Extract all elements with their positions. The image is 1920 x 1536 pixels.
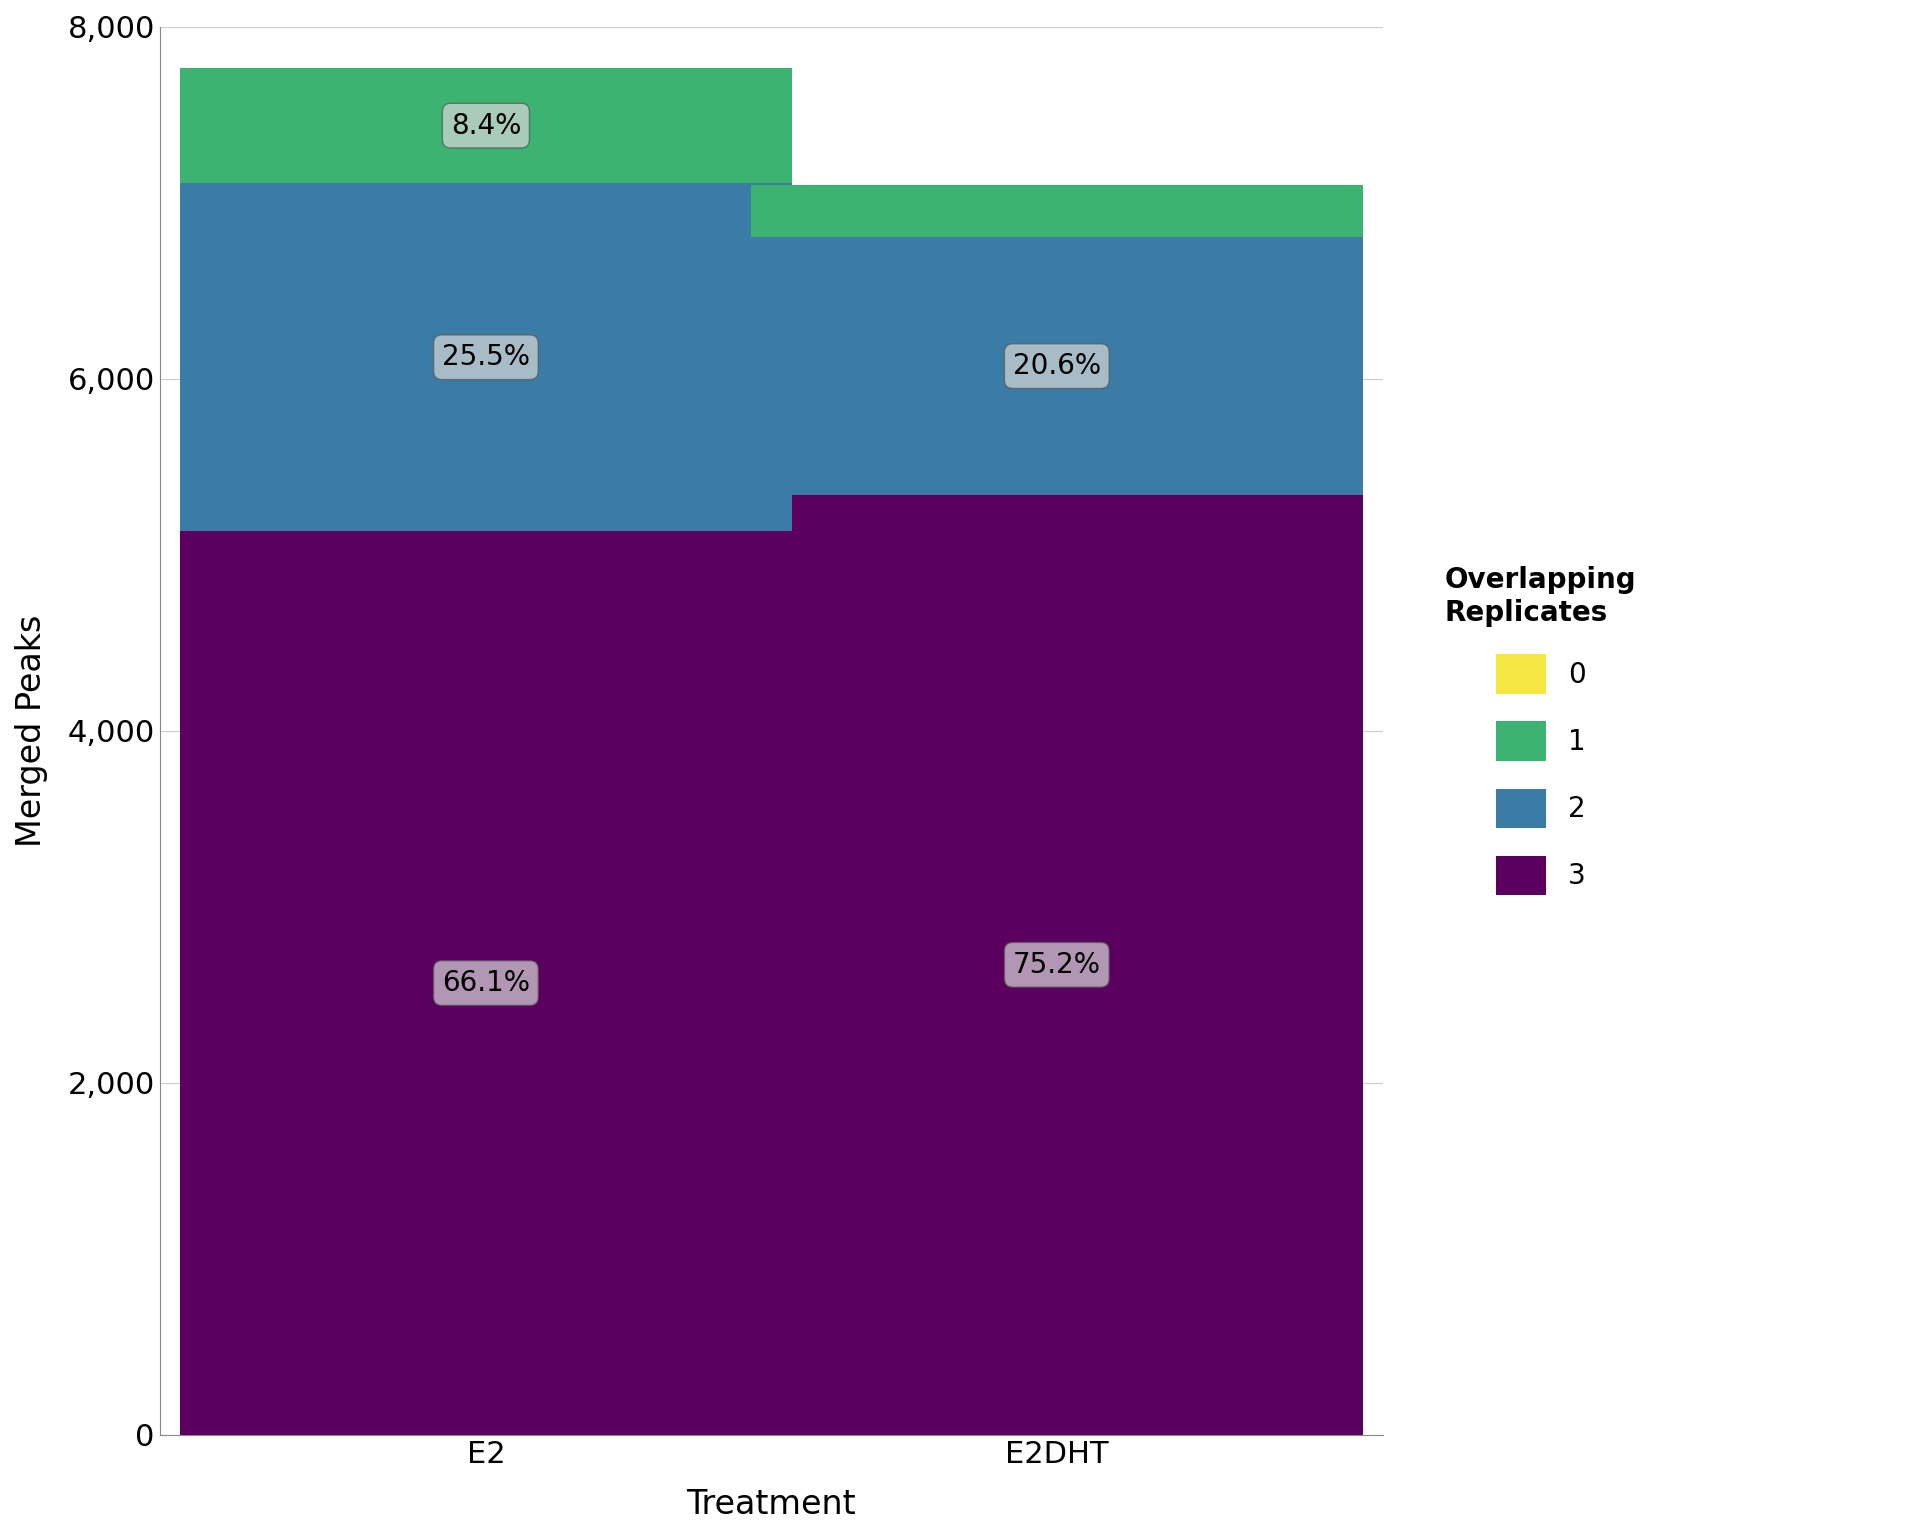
- Text: 20.6%: 20.6%: [1012, 352, 1100, 379]
- Bar: [180, 531, 791, 1435]
- X-axis label: Treatment: Treatment: [687, 1488, 856, 1521]
- Bar: [180, 68, 791, 183]
- Text: 75.2%: 75.2%: [1012, 951, 1100, 978]
- Text: 8.4%: 8.4%: [451, 112, 520, 140]
- Bar: [751, 184, 1363, 238]
- Text: 66.1%: 66.1%: [442, 969, 530, 997]
- Bar: [751, 495, 1363, 1435]
- Y-axis label: Merged Peaks: Merged Peaks: [15, 614, 48, 846]
- Bar: [751, 238, 1363, 495]
- Text: 25.5%: 25.5%: [442, 343, 530, 372]
- Bar: [180, 183, 791, 531]
- Legend: 0, 1, 2, 3: 0, 1, 2, 3: [1434, 554, 1647, 906]
